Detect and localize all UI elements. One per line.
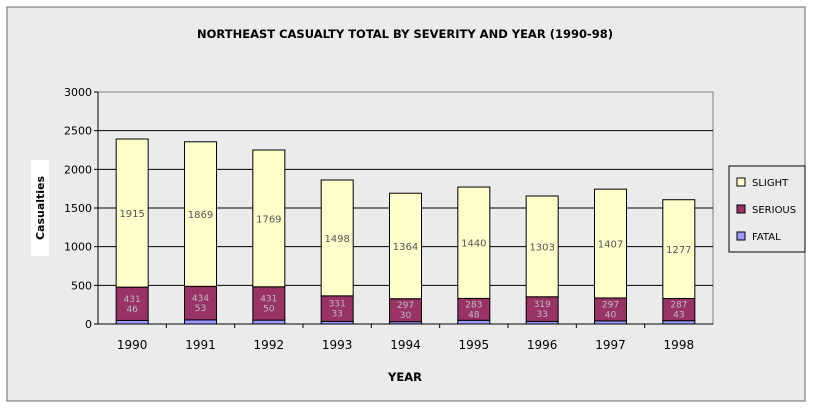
bar-fatal xyxy=(252,319,286,325)
bars: 1915431461869434531769431501498331331364… xyxy=(115,138,696,325)
data-label-serious: 319 xyxy=(534,300,551,310)
bar-slight xyxy=(320,179,354,297)
bar-serious xyxy=(115,286,149,321)
chart-title: NORTHEAST CASUALTY TOTAL BY SEVERITY AND… xyxy=(197,27,613,41)
x-tick-label: 1997 xyxy=(595,338,626,352)
legend-swatch-fatal xyxy=(736,231,746,241)
data-label-slight: 1364 xyxy=(393,242,418,253)
x-tick-label: 1995 xyxy=(459,338,490,352)
data-label-serious: 431 xyxy=(260,294,277,304)
y-tick-label: 2000 xyxy=(64,163,92,176)
bar-slight xyxy=(525,195,559,298)
data-label-serious: 297 xyxy=(602,300,619,310)
legend-swatch-serious xyxy=(736,204,746,214)
data-label-slight: 1869 xyxy=(188,210,213,221)
x-tick-label: 1996 xyxy=(527,338,558,352)
bar-slight xyxy=(457,186,491,299)
data-label-fatal: 40 xyxy=(605,310,617,320)
data-label-fatal: 50 xyxy=(263,304,275,314)
x-tick-label: 1990 xyxy=(117,338,148,352)
bar-fatal xyxy=(115,319,149,325)
data-label-fatal: 48 xyxy=(468,310,480,320)
y-tick-label: 1000 xyxy=(64,241,92,254)
bar-fatal xyxy=(184,319,217,325)
data-label-serious: 297 xyxy=(397,301,414,311)
data-label-fatal: 33 xyxy=(331,310,342,320)
y-tick-label: 500 xyxy=(71,279,92,292)
data-label-serious: 331 xyxy=(329,300,346,310)
data-label-slight: 1277 xyxy=(666,245,691,256)
x-tick-label: 1993 xyxy=(322,338,353,352)
x-axis: 1990 1991 1992 1993 1994 1995 1996 1997 1998 xyxy=(98,323,713,352)
bar-fatal xyxy=(457,319,491,325)
bar-slight xyxy=(252,149,286,288)
y-axis: 0 500 1000 1500 2000 2500 3000 xyxy=(64,86,99,331)
bar-slight xyxy=(184,141,217,287)
bar-serious xyxy=(320,295,354,322)
data-label-serious: 287 xyxy=(670,301,687,311)
data-label-serious: 283 xyxy=(465,300,482,310)
y-tick-label: 2500 xyxy=(64,125,92,138)
bar-slight xyxy=(662,199,696,299)
data-label-fatal: 30 xyxy=(400,311,412,321)
y-tick-label: 0 xyxy=(85,318,92,331)
x-tick-label: 1992 xyxy=(254,338,285,352)
legend-label-serious: SERIOUS xyxy=(752,205,796,216)
legend: SLIGHT SERIOUS FATAL xyxy=(728,165,806,253)
data-label-slight: 1407 xyxy=(598,240,623,251)
y-axis-title-box xyxy=(31,160,49,256)
data-label-slight: 1915 xyxy=(119,209,144,220)
bar-slight xyxy=(594,188,627,299)
legend-label-fatal: FATAL xyxy=(752,232,781,243)
y-tick-label: 3000 xyxy=(64,86,92,99)
data-label-fatal: 46 xyxy=(126,305,138,315)
bar-slight xyxy=(115,138,149,288)
data-label-slight: 1303 xyxy=(529,242,554,253)
x-axis-title: YEAR xyxy=(387,370,422,384)
data-label-serious: 434 xyxy=(192,294,209,304)
y-tick-label: 1500 xyxy=(64,202,92,215)
data-label-fatal: 53 xyxy=(195,304,206,314)
data-label-slight: 1498 xyxy=(324,234,349,245)
bar-slight xyxy=(389,192,422,300)
legend-swatch-slight xyxy=(736,177,746,187)
x-tick-label: 1998 xyxy=(664,338,695,352)
y-axis-title: Casualties xyxy=(34,175,47,240)
data-label-serious: 431 xyxy=(124,295,141,305)
data-label-fatal: 43 xyxy=(673,311,684,321)
bar-serious xyxy=(184,285,217,321)
x-tick-label: 1994 xyxy=(390,338,421,352)
data-label-slight: 1440 xyxy=(461,239,486,250)
data-label-fatal: 33 xyxy=(536,310,547,320)
legend-label-slight: SLIGHT xyxy=(752,178,789,189)
x-tick-label: 1991 xyxy=(185,338,216,352)
data-label-slight: 1769 xyxy=(256,214,281,225)
